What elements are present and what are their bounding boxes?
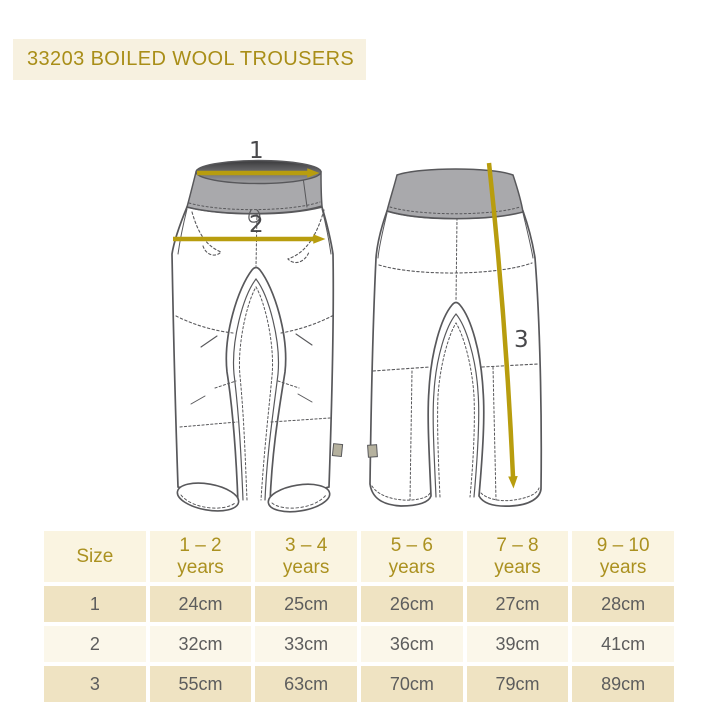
column-header-age-1: 1 – 2 years <box>149 531 252 582</box>
front-left-pocket-seam <box>191 211 222 256</box>
front-side-tag <box>331 443 344 458</box>
column-header-size: Size <box>44 531 146 582</box>
table-row3-value5: 89cm <box>572 666 674 702</box>
side-length-measure-arrow <box>486 162 518 489</box>
table-row1-value3: 26cm <box>360 586 463 622</box>
title-bar: 33203 BOILED WOOL TROUSERS <box>13 39 366 80</box>
table-row3-value1: 55cm <box>149 666 252 702</box>
trousers-diagram: 1 2 3 <box>171 138 543 513</box>
measure-label-hip: 2 <box>249 212 264 238</box>
table-row1-value2: 25cm <box>255 586 357 622</box>
table-row1-value4: 27cm <box>466 586 569 622</box>
table-row2-value1: 32cm <box>149 626 252 662</box>
front-right-pocket-seam <box>286 209 325 264</box>
table-row1-size: 1 <box>44 586 146 622</box>
table-row3-size: 3 <box>44 666 146 702</box>
measurement-labels: 1 2 3 <box>249 138 529 353</box>
table-row3-value2: 63cm <box>255 666 357 702</box>
table-row2-value2: 33cm <box>255 626 357 662</box>
column-header-age-3: 5 – 6 years <box>360 531 463 582</box>
table-row2-value4: 39cm <box>466 626 569 662</box>
measure-label-side-length: 3 <box>514 327 529 353</box>
measurement-arrows <box>173 162 518 489</box>
page-title: 33203 BOILED WOOL TROUSERS <box>27 48 355 70</box>
back-yoke-seam <box>378 262 533 274</box>
table-row3-value3: 70cm <box>360 666 463 702</box>
size-table: Size 1 – 2 years 3 – 4 years 5 – 6 years… <box>44 531 674 702</box>
trousers-front-view <box>171 159 344 513</box>
size-header-label: Size <box>76 545 114 567</box>
column-header-age-2: 3 – 4 years <box>255 531 357 582</box>
table-row3-value4: 79cm <box>466 666 569 702</box>
table-row2-size: 2 <box>44 626 146 662</box>
front-body-outline <box>171 205 335 505</box>
table-row1-value1: 24cm <box>149 586 252 622</box>
front-right-hem <box>267 483 331 513</box>
column-header-age-4: 7 – 8 years <box>466 531 569 582</box>
back-side-tag <box>367 444 378 458</box>
back-body-outline <box>369 209 543 507</box>
measure-label-waist: 1 <box>249 138 264 164</box>
column-header-age-5: 9 – 10 years <box>572 531 674 582</box>
table-row2-value3: 36cm <box>360 626 463 662</box>
drawcord-loop <box>248 209 261 223</box>
table-row1-value5: 28cm <box>572 586 674 622</box>
table-row2-value5: 41cm <box>572 626 674 662</box>
back-waistband <box>386 168 524 220</box>
